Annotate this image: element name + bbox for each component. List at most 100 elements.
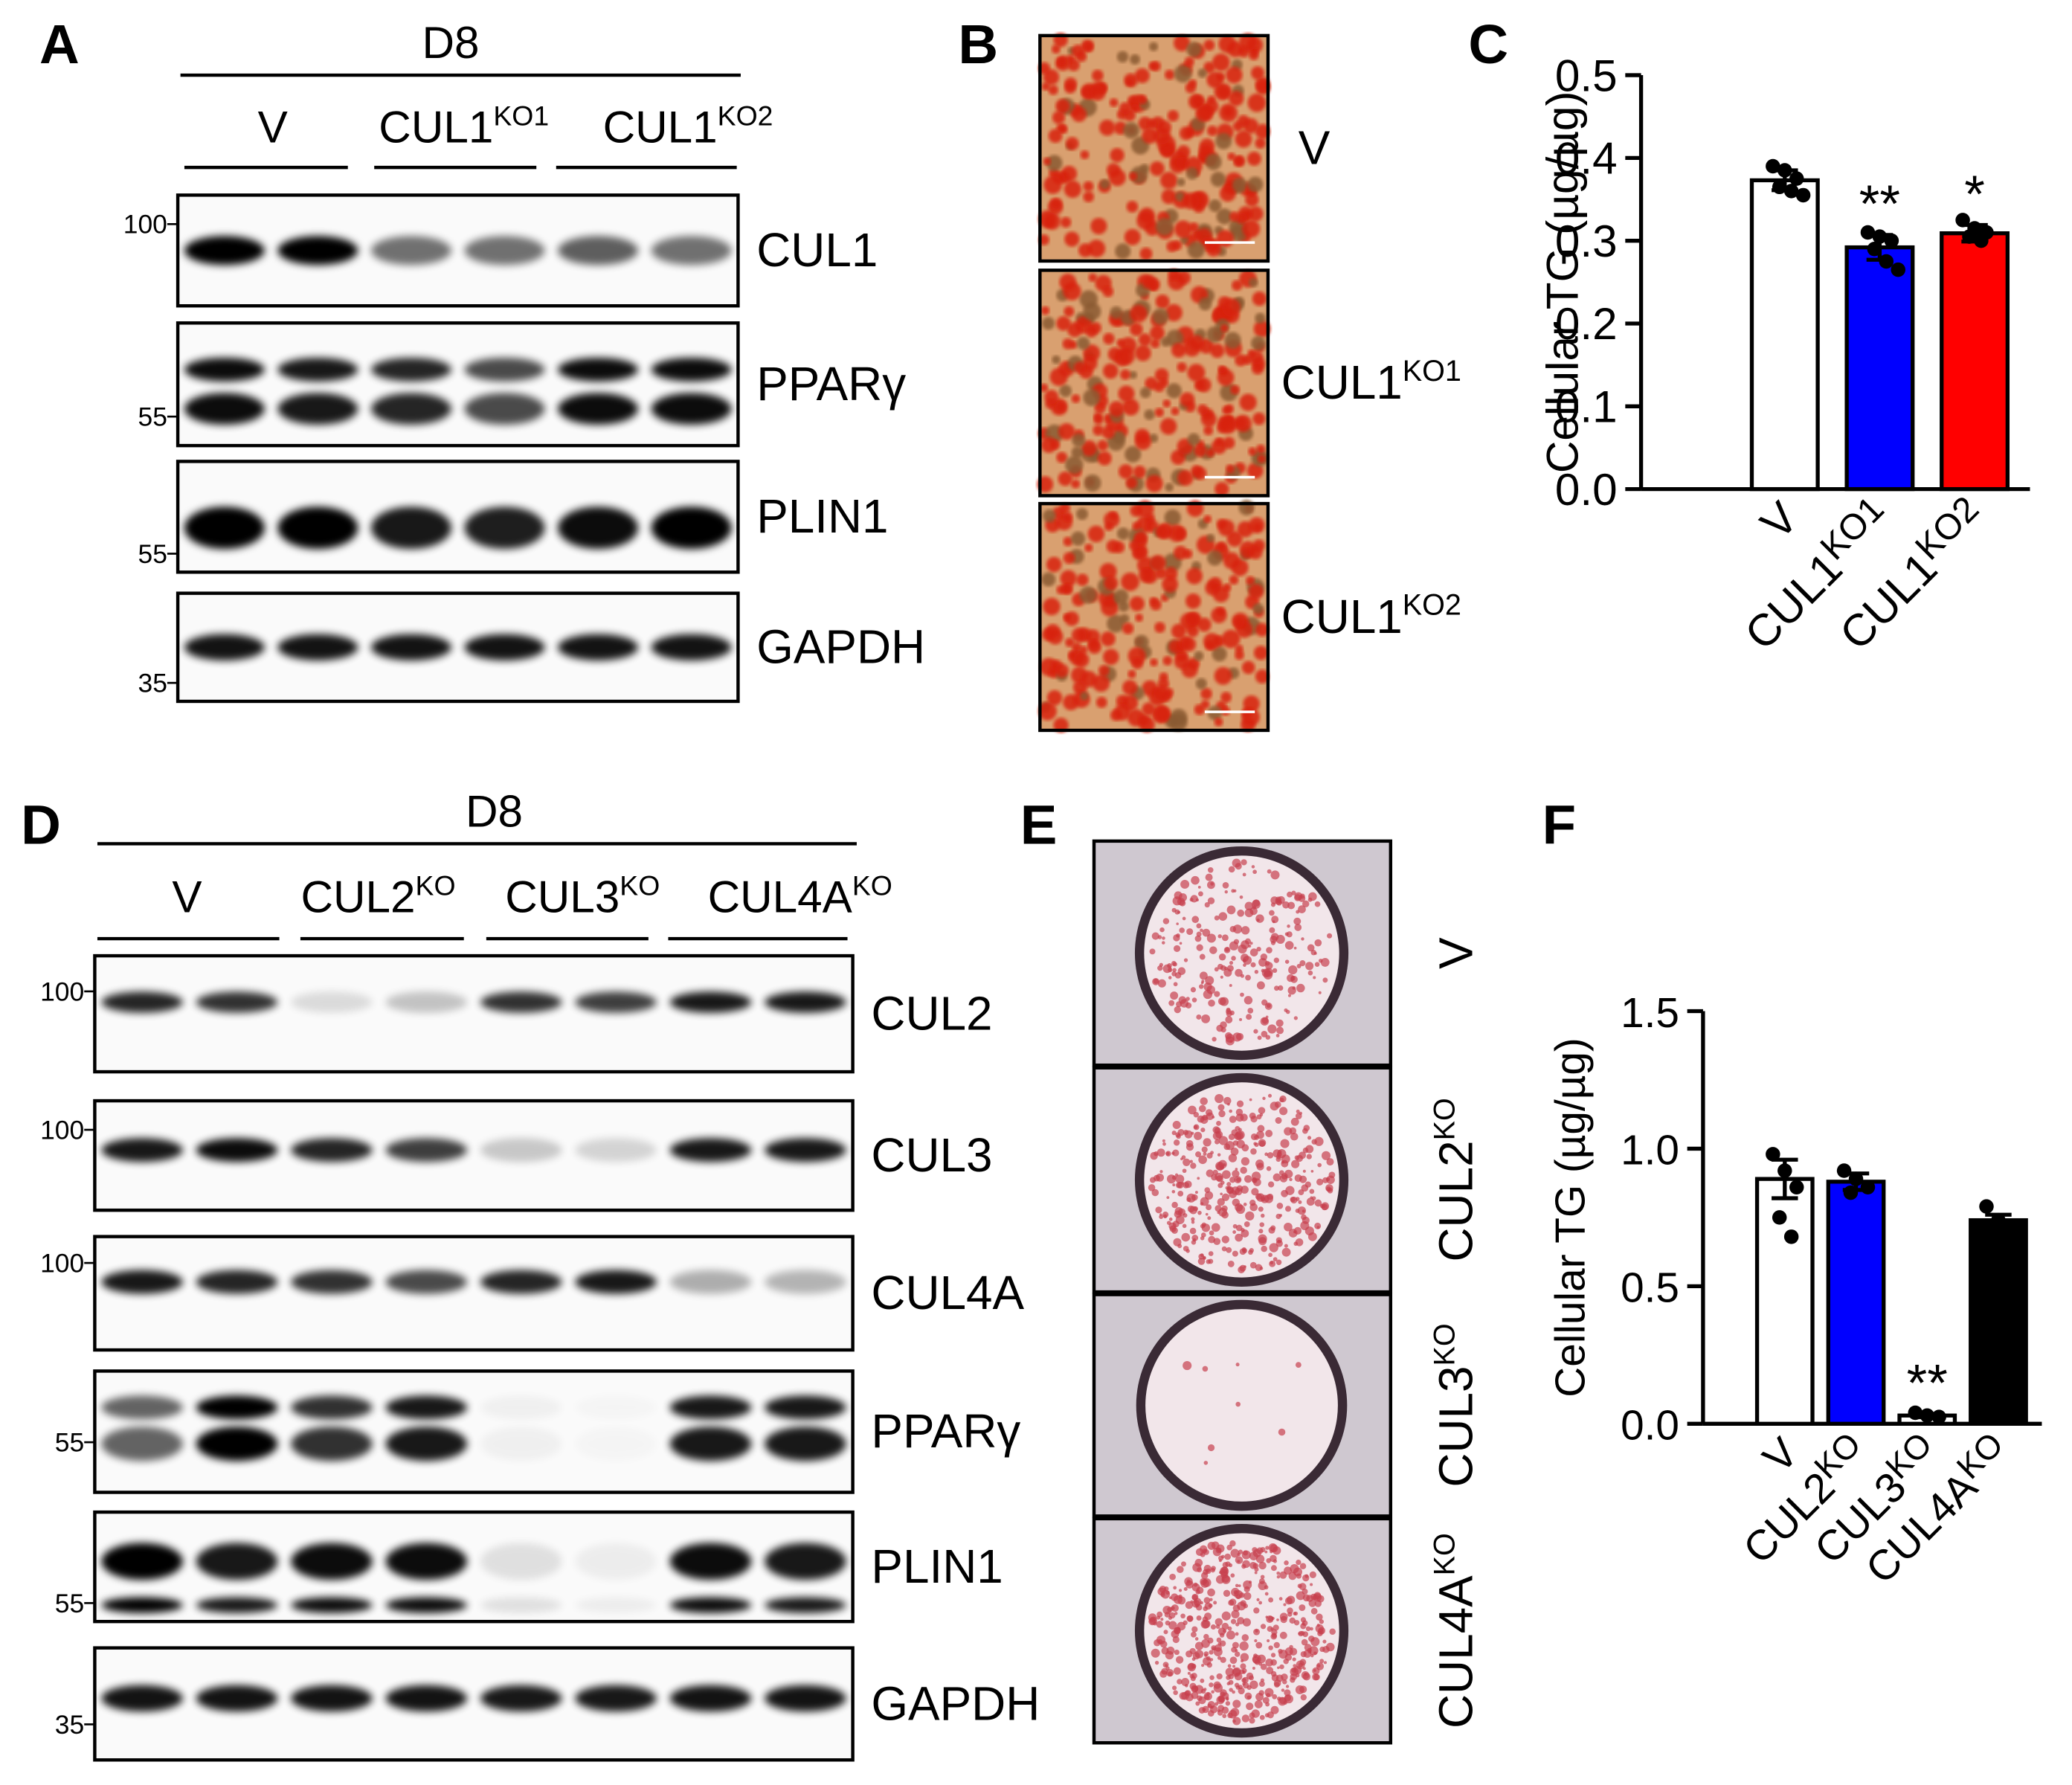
stain-spot <box>1220 1656 1226 1663</box>
lipid-droplet <box>1152 308 1169 325</box>
stain-spot <box>1183 1620 1188 1626</box>
stain-spot <box>1151 1648 1160 1658</box>
stain-spot <box>1284 1169 1293 1179</box>
well-label-base: V <box>1429 937 1483 969</box>
lipid-droplet <box>1252 412 1266 425</box>
stain-spot <box>1270 1554 1277 1563</box>
stain-spot <box>1322 977 1328 983</box>
stain-spot <box>1202 928 1211 937</box>
group-label: V <box>258 101 288 152</box>
stain-spot <box>1207 1216 1212 1220</box>
band <box>101 1270 183 1294</box>
stain-spot <box>1217 1153 1221 1157</box>
group-label-sup: KO <box>416 870 456 901</box>
band-label: PPARγ <box>756 357 906 411</box>
stain-spot <box>1180 879 1190 889</box>
lipid-droplet <box>1187 241 1205 259</box>
stain-spot <box>1243 1221 1250 1227</box>
stain-spot <box>1181 1232 1191 1242</box>
lipid-droplet <box>1142 702 1156 716</box>
lipid-droplet <box>1174 220 1192 239</box>
stain-spot <box>1266 1558 1272 1563</box>
stain-spot <box>1162 1139 1165 1142</box>
stain-spot <box>1307 944 1315 952</box>
stain-spot <box>1270 940 1276 945</box>
lipid-droplet <box>1137 94 1148 105</box>
lipid-droplet <box>1062 512 1073 522</box>
band <box>101 1427 183 1461</box>
lipid-droplet <box>1110 306 1123 320</box>
lipid-droplet <box>1222 298 1241 317</box>
stain-spot <box>1236 1100 1244 1107</box>
stain-spot <box>1256 947 1261 952</box>
stain-spot <box>1194 1191 1198 1194</box>
stain-spot <box>1259 1267 1264 1270</box>
blot-box <box>93 1235 855 1352</box>
y-tick-label: 0.0 <box>1555 464 1618 515</box>
band <box>558 236 639 266</box>
stain-spot <box>1200 1116 1209 1125</box>
lipid-droplet <box>1048 129 1063 144</box>
stain-spot <box>1295 1208 1300 1213</box>
stain-spot <box>1223 1589 1231 1597</box>
stain-spot <box>1265 1130 1273 1137</box>
stain-spot <box>1217 1710 1223 1716</box>
lipid-droplet <box>1138 714 1151 727</box>
stain-spot <box>1176 1133 1181 1139</box>
stain-spot <box>1310 1607 1318 1615</box>
stain-spot <box>1329 1628 1336 1636</box>
stain-spot <box>1203 1152 1207 1157</box>
stain-spot <box>1253 1607 1260 1614</box>
stain-spot <box>1251 1709 1260 1718</box>
image-label: CUL1KO1 <box>1281 355 1461 409</box>
band <box>385 1685 468 1712</box>
stain-spot <box>1204 1653 1208 1657</box>
stain-spot <box>1226 1007 1231 1012</box>
stain-spot <box>1220 1192 1223 1196</box>
stain-spot <box>1225 1667 1235 1676</box>
stain-spot <box>1174 1595 1183 1604</box>
band <box>184 357 265 382</box>
stain-spot <box>1314 901 1321 907</box>
stain-spot <box>1183 1361 1192 1371</box>
stain-spot <box>1223 968 1232 977</box>
stain-spot <box>1189 1227 1197 1235</box>
lipid-droplet <box>1083 191 1095 202</box>
well-label-base: CUL4A <box>1429 1575 1483 1728</box>
stain-spot <box>1249 1680 1258 1689</box>
lipid-droplet <box>1122 680 1138 695</box>
group-label: CUL3KO <box>505 870 660 922</box>
micrograph-frame <box>1038 268 1270 498</box>
stain-spot <box>1215 1624 1220 1629</box>
lipid-droplet <box>1064 306 1075 317</box>
lipid-droplet <box>1091 69 1104 82</box>
stain-spot <box>1235 1632 1239 1636</box>
stain-spot <box>1277 1666 1280 1670</box>
stain-spot <box>1254 1567 1259 1572</box>
stain-spot <box>1281 1247 1291 1257</box>
stain-spot <box>1294 1174 1302 1183</box>
stain-spot <box>1216 1175 1223 1183</box>
stain-spot <box>1198 1696 1206 1705</box>
stain-spot <box>1206 1662 1212 1668</box>
stain-spot <box>1214 915 1220 921</box>
stain-spot <box>1211 1566 1216 1571</box>
lipid-droplet <box>1120 369 1131 380</box>
data-point <box>1766 1147 1780 1162</box>
band <box>558 506 639 550</box>
stain-spot <box>1205 1212 1209 1216</box>
lipid-droplet <box>1055 401 1066 413</box>
lipid-droplet <box>1165 483 1174 492</box>
lipid-droplet <box>1132 521 1141 531</box>
band <box>385 1138 468 1162</box>
stain-spot <box>1284 1244 1288 1248</box>
stain-spot <box>1229 1656 1238 1665</box>
stain-spot <box>1327 933 1333 939</box>
band <box>480 1543 562 1580</box>
lipid-droplet <box>1038 701 1057 721</box>
stain-spot <box>1156 1148 1165 1157</box>
well-label-sup: KO <box>1428 1098 1461 1140</box>
lipid-droplet <box>1040 306 1050 315</box>
stain-spot <box>1218 1559 1222 1563</box>
stain-spot <box>1151 1189 1159 1197</box>
